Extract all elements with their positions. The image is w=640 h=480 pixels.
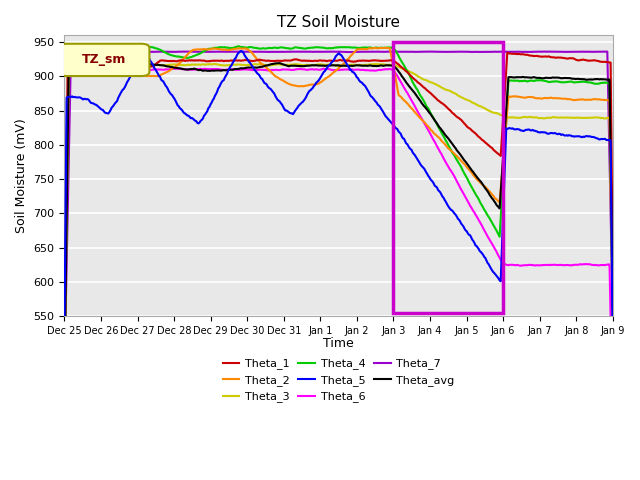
- Theta_1: [609, 270, 617, 276]
- Theta_7: [61, 370, 68, 375]
- Theta_avg: [388, 63, 396, 69]
- Theta_5: [388, 120, 396, 126]
- Line: Theta_5: Theta_5: [65, 51, 613, 361]
- Theta_1: [597, 59, 605, 65]
- Theta_4: [609, 309, 617, 315]
- Line: Theta_3: Theta_3: [65, 64, 613, 379]
- Theta_5: [511, 127, 519, 132]
- Theta_6: [173, 66, 180, 72]
- Theta_6: [511, 262, 519, 268]
- Theta_7: [324, 49, 332, 55]
- Theta_3: [325, 61, 333, 67]
- Theta_1: [511, 51, 519, 57]
- Theta_5: [325, 62, 333, 68]
- Theta_2: [388, 56, 396, 62]
- Theta_6: [61, 379, 68, 384]
- Theta_avg: [609, 307, 617, 313]
- Theta_5: [358, 80, 366, 86]
- FancyBboxPatch shape: [59, 44, 149, 76]
- Title: TZ Soil Moisture: TZ Soil Moisture: [277, 15, 400, 30]
- Theta_1: [61, 374, 68, 380]
- Theta_2: [597, 97, 605, 103]
- Theta_avg: [322, 63, 330, 69]
- Theta_3: [388, 62, 396, 68]
- Theta_4: [325, 45, 333, 51]
- Theta_avg: [511, 74, 519, 80]
- Theta_avg: [597, 76, 605, 82]
- Theta_1: [504, 50, 511, 56]
- Theta_7: [511, 49, 519, 55]
- Line: Theta_4: Theta_4: [65, 46, 613, 375]
- Theta_2: [381, 45, 389, 51]
- Theta_4: [388, 45, 396, 51]
- Theta_4: [597, 80, 605, 86]
- Theta_5: [237, 48, 245, 54]
- Theta_4: [234, 43, 242, 49]
- Line: Theta_7: Theta_7: [65, 51, 613, 372]
- Theta_7: [424, 48, 432, 54]
- Line: Theta_2: Theta_2: [65, 48, 613, 371]
- Theta_6: [388, 67, 396, 72]
- Theta_4: [322, 46, 330, 51]
- Theta_2: [321, 76, 329, 82]
- Theta_7: [357, 49, 365, 55]
- Y-axis label: Soil Moisture (mV): Soil Moisture (mV): [15, 119, 28, 233]
- Legend: Theta_1, Theta_2, Theta_3, Theta_4, Theta_5, Theta_6, Theta_7, Theta_avg: Theta_1, Theta_2, Theta_3, Theta_4, Thet…: [218, 354, 459, 407]
- Theta_6: [322, 66, 330, 72]
- Theta_5: [597, 136, 605, 142]
- Theta_2: [357, 46, 365, 52]
- Theta_5: [609, 358, 617, 364]
- Line: Theta_6: Theta_6: [65, 69, 613, 425]
- Theta_avg: [358, 63, 366, 69]
- Theta_7: [321, 49, 329, 55]
- Theta_2: [511, 94, 519, 99]
- Theta_3: [597, 115, 605, 121]
- Theta_3: [358, 62, 366, 68]
- Theta_5: [322, 67, 330, 72]
- Theta_4: [511, 78, 519, 84]
- Theta_1: [387, 58, 395, 63]
- Theta_7: [609, 316, 617, 322]
- Theta_avg: [130, 59, 138, 65]
- Theta_2: [324, 74, 332, 80]
- Theta_7: [597, 49, 605, 55]
- Theta_3: [61, 376, 68, 382]
- Theta_1: [324, 58, 332, 63]
- Theta_5: [61, 333, 68, 339]
- Theta_1: [321, 58, 329, 63]
- Theta_2: [61, 368, 68, 373]
- Theta_2: [609, 320, 617, 325]
- Theta_avg: [325, 63, 333, 69]
- Text: TZ_sm: TZ_sm: [82, 53, 126, 66]
- X-axis label: Time: Time: [323, 337, 354, 350]
- Line: Theta_1: Theta_1: [65, 53, 613, 377]
- Theta_3: [511, 115, 519, 120]
- Theta_6: [609, 422, 617, 428]
- Bar: [394, 42, 503, 313]
- Theta_6: [325, 66, 333, 72]
- Theta_1: [357, 58, 365, 64]
- Theta_6: [358, 67, 366, 73]
- Theta_3: [322, 62, 330, 68]
- Theta_3: [135, 61, 143, 67]
- Line: Theta_avg: Theta_avg: [65, 62, 613, 377]
- Theta_4: [61, 372, 68, 378]
- Theta_avg: [61, 374, 68, 380]
- Theta_4: [358, 45, 366, 50]
- Theta_3: [609, 330, 617, 336]
- Theta_7: [387, 49, 395, 55]
- Theta_6: [597, 262, 605, 268]
